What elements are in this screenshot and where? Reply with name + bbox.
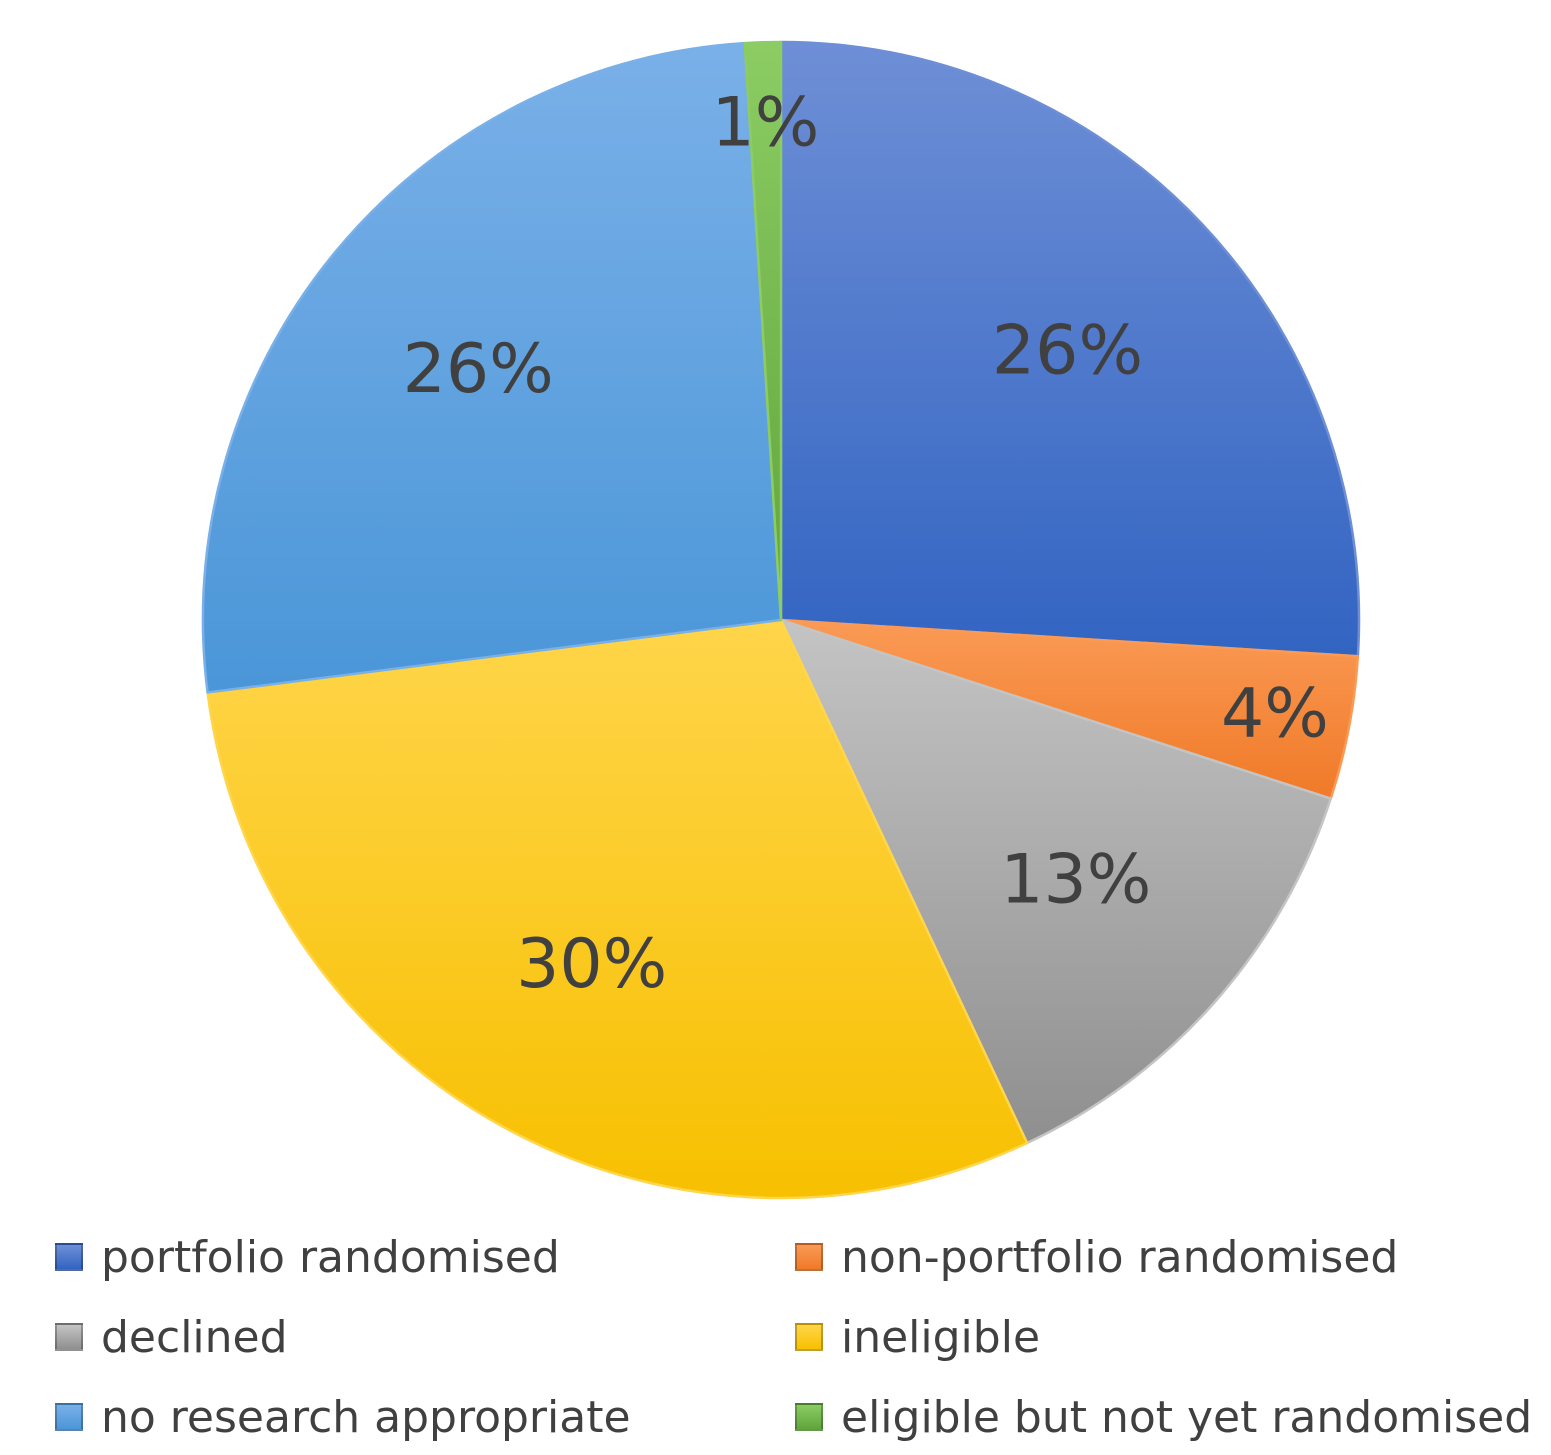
legend-item: portfolio randomised: [55, 1230, 795, 1284]
legend-swatch: [795, 1323, 823, 1351]
data-label-portfolio-randomised: 26%: [992, 311, 1143, 390]
pie-slices: [201, 40, 1361, 1200]
legend-swatch: [795, 1243, 823, 1271]
pie-chart: 26% 4% 13% 30% 26% 1%: [201, 40, 1361, 1200]
chart-legend: portfolio randomised non-portfolio random…: [55, 1230, 1535, 1444]
data-label-no-research-appropriate: 26%: [403, 330, 554, 409]
legend-label: eligible but not yet randomised: [841, 1391, 1533, 1443]
data-label-declined: 13%: [1000, 840, 1151, 919]
legend-item: eligible but not yet randomised: [795, 1390, 1535, 1444]
legend-swatch: [795, 1403, 823, 1431]
pie-slice-eligible-but-not-yet-randomised: [743, 40, 783, 622]
data-label-non-portfolio-randomised: 4%: [1221, 675, 1329, 754]
pie-slice-no-research-appropriate: [201, 41, 783, 694]
legend-label: no research appropriate: [101, 1391, 631, 1443]
legend-item: no research appropriate: [55, 1390, 795, 1444]
legend-label: non-portfolio randomised: [841, 1231, 1399, 1283]
legend-item: declined: [55, 1310, 795, 1364]
pie-slice-portfolio-randomised: [779, 40, 1361, 658]
legend-label: ineligible: [841, 1311, 1041, 1363]
data-label-eligible-but-not-yet-randomised: 1%: [711, 84, 819, 163]
legend-label: portfolio randomised: [101, 1231, 560, 1283]
data-label-ineligible: 30%: [516, 925, 667, 1004]
pie-data-labels: 26% 4% 13% 30% 26% 1%: [403, 84, 1329, 1004]
pie-slice-declined: [779, 618, 1332, 1145]
legend-item: non-portfolio randomised: [795, 1230, 1535, 1284]
legend-swatch: [55, 1243, 83, 1271]
legend-label: declined: [101, 1311, 288, 1363]
pie-slice-ineligible: [206, 618, 1029, 1200]
legend-item: ineligible: [795, 1310, 1535, 1364]
legend-swatch: [55, 1323, 83, 1351]
legend-swatch: [55, 1403, 83, 1431]
